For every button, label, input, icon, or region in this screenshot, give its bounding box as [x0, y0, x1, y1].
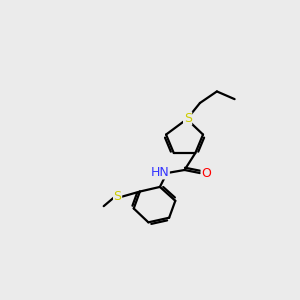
Text: S: S	[114, 190, 122, 203]
Text: O: O	[201, 167, 211, 180]
Text: HN: HN	[151, 166, 169, 179]
Text: S: S	[184, 112, 192, 125]
